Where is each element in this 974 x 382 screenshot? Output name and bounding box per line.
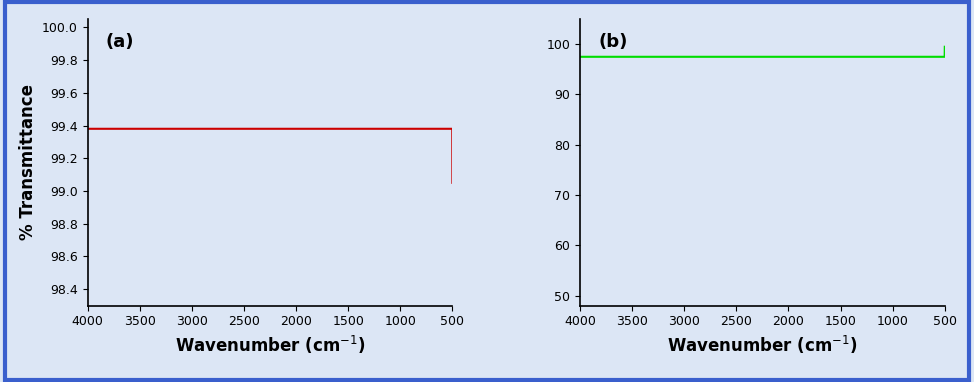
- X-axis label: Wavenumber (cm$^{-1}$): Wavenumber (cm$^{-1}$): [667, 334, 858, 356]
- Text: (b): (b): [598, 34, 627, 52]
- X-axis label: Wavenumber (cm$^{-1}$): Wavenumber (cm$^{-1}$): [174, 334, 365, 356]
- Y-axis label: % Transmittance: % Transmittance: [19, 84, 36, 240]
- Text: (a): (a): [106, 34, 134, 52]
